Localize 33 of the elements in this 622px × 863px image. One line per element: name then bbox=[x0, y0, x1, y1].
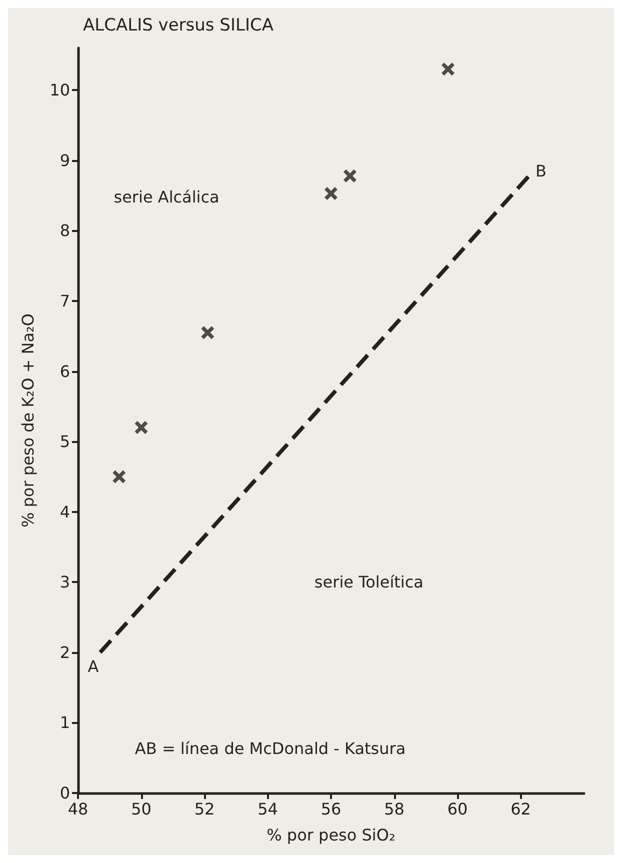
point bbox=[134, 421, 148, 434]
y-axis-title: % por peso de K₂O + Na₂O bbox=[18, 313, 38, 528]
x-tick-label: 50 bbox=[131, 800, 152, 818]
annotation: A bbox=[88, 656, 99, 676]
x-tick-label: 60 bbox=[447, 800, 468, 818]
point bbox=[343, 169, 356, 182]
y-tick-label: 4 bbox=[60, 502, 70, 522]
annotation: AB = línea de McDonald - Katsura bbox=[134, 738, 406, 758]
point bbox=[201, 326, 214, 340]
x-tick-label: 48 bbox=[68, 800, 88, 818]
x-tick-label: 58 bbox=[384, 800, 404, 818]
x-axis-title: % por peso SiO₂ bbox=[266, 826, 396, 844]
y-tick-label: 1 bbox=[60, 713, 70, 732]
y-tick-label: 2 bbox=[60, 642, 70, 662]
point bbox=[112, 470, 126, 484]
x-tick-label: 62 bbox=[510, 800, 531, 818]
x-tick-label: 52 bbox=[194, 800, 215, 818]
y-tick-label: 5 bbox=[60, 432, 70, 452]
annotation: B bbox=[536, 161, 546, 180]
annotation: serie Alcálica bbox=[114, 188, 220, 206]
y-tick-label: 8 bbox=[60, 221, 70, 240]
y-tick-label: 9 bbox=[60, 150, 70, 170]
x-tick-label: 56 bbox=[320, 800, 342, 818]
y-tick-label: 10 bbox=[50, 80, 70, 100]
annotation: serie Toleítica bbox=[314, 572, 424, 592]
x-tick-label: 54 bbox=[258, 800, 278, 818]
y-tick-label: 3 bbox=[60, 572, 70, 592]
chart-title: ALCALIS versus SILICA bbox=[83, 16, 274, 36]
point bbox=[324, 186, 338, 200]
y-tick-label: 7 bbox=[60, 292, 70, 311]
y-tick-label: 6 bbox=[60, 362, 70, 381]
y-tick-label: 0 bbox=[60, 784, 70, 802]
point bbox=[442, 62, 455, 76]
